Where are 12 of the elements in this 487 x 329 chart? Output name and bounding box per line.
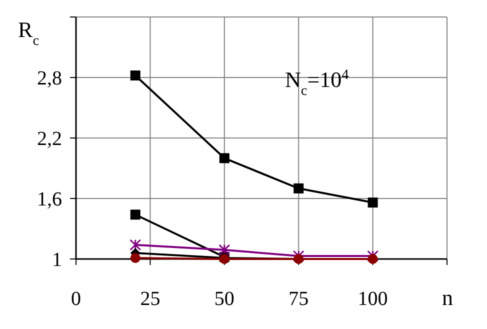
y-tick-label: 2,2 xyxy=(37,128,62,150)
y-tick-label: 1,6 xyxy=(37,188,62,210)
y-tick-label: 2,8 xyxy=(37,68,62,90)
x-tick-label: 75 xyxy=(288,288,309,310)
y-tick-label: 1 xyxy=(52,249,62,271)
x-tick-label: 50 xyxy=(214,288,234,310)
x-tick-label: 25 xyxy=(140,288,160,310)
x-tick-label: 100 xyxy=(358,288,388,310)
annotation: N$_{c}$=10$^{4}$ xyxy=(285,67,349,99)
x-tick-label: 0 xyxy=(71,288,81,310)
y-axis-title: R$_{c}$ xyxy=(18,17,40,49)
x-axis-title: n xyxy=(442,285,453,310)
